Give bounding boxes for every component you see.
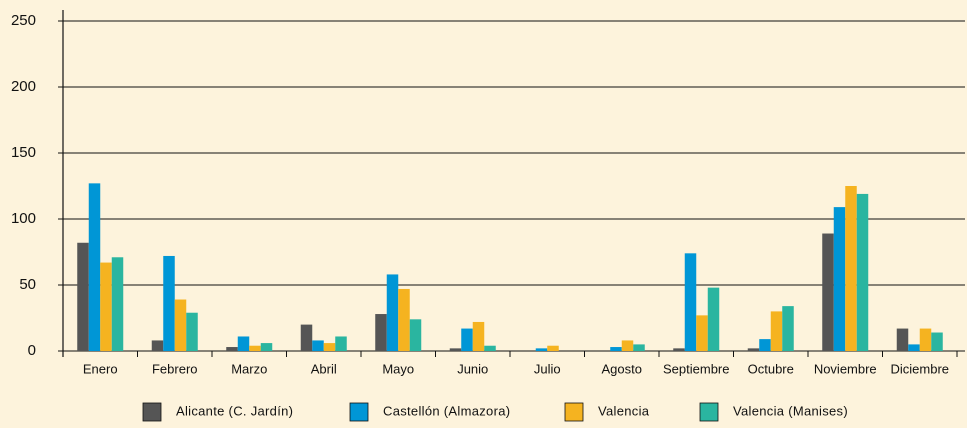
bar [856, 193, 869, 351]
bar [673, 348, 685, 351]
x-tick-label: Agosto [602, 361, 642, 376]
bar [908, 344, 920, 351]
bar [100, 262, 112, 351]
bar [547, 345, 559, 351]
bar [226, 347, 238, 351]
bar [707, 287, 720, 351]
bar [375, 314, 387, 351]
y-tick-label: 150 [11, 144, 36, 161]
y-tick-label: 250 [11, 12, 36, 29]
x-tick-label: Diciembre [890, 361, 949, 376]
x-tick-label: Junio [457, 361, 488, 376]
bar [323, 343, 336, 351]
x-tick-label: Julio [534, 361, 561, 376]
bar [163, 255, 175, 351]
bar [782, 306, 794, 351]
bar [610, 347, 622, 351]
bar [845, 186, 857, 351]
legend-swatch [142, 402, 162, 422]
bar [335, 336, 347, 351]
bar [472, 321, 485, 351]
legend-label: Castellón (Almazora) [383, 403, 510, 418]
legend-label: Valencia (Manises) [733, 403, 848, 418]
legend-swatch [699, 402, 719, 422]
bar [111, 257, 124, 351]
x-tick-label: Mayo [382, 361, 414, 376]
x-tick-label: Abril [311, 361, 337, 376]
legend-swatch [564, 402, 584, 422]
bar [833, 207, 846, 351]
legend-label: Alicante (C. Jardín) [176, 403, 293, 418]
bar [461, 328, 473, 351]
x-tick-label: Febrero [152, 361, 198, 376]
legend-swatch [349, 402, 369, 422]
bar [77, 242, 89, 351]
bar [696, 315, 708, 351]
bar [186, 312, 198, 351]
x-tick-label: Noviembre [814, 361, 877, 376]
y-tick-label: 200 [11, 78, 36, 95]
bar [684, 253, 697, 351]
bar [633, 344, 645, 351]
bar [386, 274, 399, 351]
bar [931, 332, 943, 351]
bar [174, 299, 187, 351]
bar [896, 328, 909, 351]
bar [237, 336, 250, 351]
bar [747, 348, 760, 351]
y-tick-label: 50 [19, 276, 36, 293]
bar [151, 340, 164, 351]
y-tick-label: 100 [11, 210, 36, 227]
bar [398, 288, 410, 351]
x-tick-label: Octubre [748, 361, 794, 376]
bar [621, 340, 634, 351]
legend-label: Valencia [598, 403, 650, 418]
bar [312, 340, 324, 351]
x-tick-label: Marzo [231, 361, 267, 376]
x-tick-label: Enero [83, 361, 118, 376]
bar [822, 233, 834, 351]
x-tick-label: Septiembre [663, 361, 729, 376]
bar [535, 348, 548, 351]
bar [759, 339, 771, 351]
bar [260, 343, 273, 351]
bar [409, 319, 422, 351]
bar [449, 348, 462, 351]
bar [249, 345, 261, 351]
bar [484, 345, 496, 351]
bar [88, 183, 101, 351]
y-tick-label: 0 [28, 342, 36, 359]
bar [300, 324, 313, 351]
bar [770, 311, 783, 351]
bar [919, 328, 932, 351]
